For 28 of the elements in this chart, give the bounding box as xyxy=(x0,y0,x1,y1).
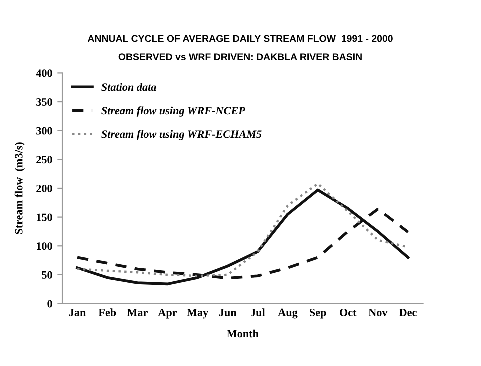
legend-label: Stream flow using WRF-ECHAM5 xyxy=(102,130,262,140)
x-tick-label: Oct xyxy=(340,308,357,316)
legend-label: Stream flow using WRF-NCEP xyxy=(102,106,246,117)
legend-label: Station data xyxy=(102,83,156,92)
y-axis-title: Stream flow (m3/s) xyxy=(14,142,26,234)
y-tick-label: 50 xyxy=(42,271,52,279)
y-tick-label: 250 xyxy=(36,156,52,164)
y-tick-label: 200 xyxy=(36,184,52,192)
x-tick-label: Dec xyxy=(400,309,417,316)
y-tick-label: 150 xyxy=(37,214,52,222)
x-tick-label: Mar xyxy=(127,309,148,316)
y-tick-label: 400 xyxy=(36,70,52,78)
x-tick-label: Sep xyxy=(310,308,326,319)
x-tick-label: Jan xyxy=(69,309,86,316)
x-tick-label: May xyxy=(187,309,208,319)
x-tick-label: Feb xyxy=(98,308,116,316)
y-tick-label: 350 xyxy=(36,98,52,106)
y-tick-label: 0 xyxy=(48,300,52,308)
chart-title: ANNUAL CYCLE OF AVERAGE DAILY STREAM FLOW 1991 - 2000 xyxy=(88,35,393,42)
x-tick-label: Apr xyxy=(158,309,178,319)
x-tick-label: Aug xyxy=(278,308,298,319)
chart-subtitle: OBSERVED vs WRF DRIVEN: DAKBLA RIVER BASIN xyxy=(118,54,362,60)
x-tick-label: Jun xyxy=(219,309,237,316)
x-tick-label: Nov xyxy=(368,309,388,316)
y-tick-label: 300 xyxy=(36,127,52,135)
x-tick-label: Jul xyxy=(251,308,266,316)
y-tick-label: 100 xyxy=(37,242,52,250)
x-axis-title: Month xyxy=(227,330,259,338)
